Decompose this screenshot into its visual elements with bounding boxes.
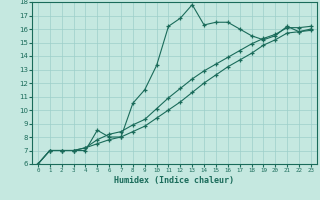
X-axis label: Humidex (Indice chaleur): Humidex (Indice chaleur) [115, 176, 234, 185]
